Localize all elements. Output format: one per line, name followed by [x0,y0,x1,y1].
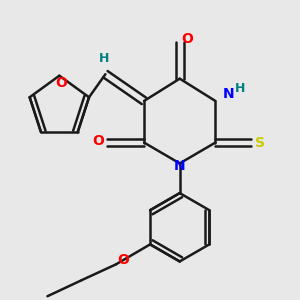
Text: O: O [55,76,67,90]
Text: O: O [181,32,193,46]
Text: O: O [92,134,104,148]
Text: O: O [117,253,129,267]
Text: H: H [99,52,109,65]
Text: N: N [223,87,235,101]
Text: N: N [174,159,185,173]
Text: S: S [255,136,265,150]
Text: H: H [235,82,245,95]
